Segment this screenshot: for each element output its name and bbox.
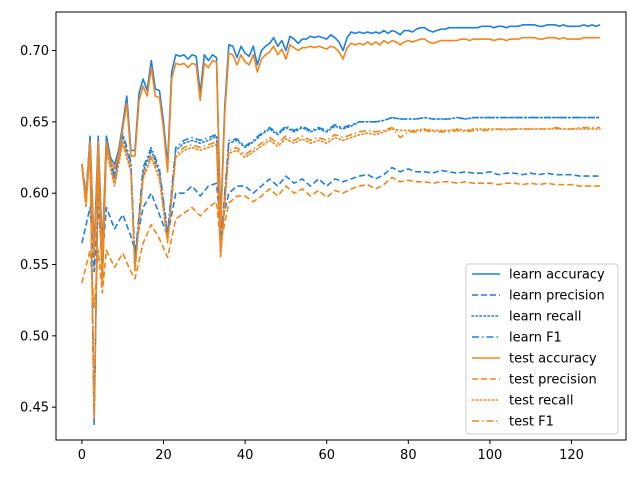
series-line-test-precision bbox=[81, 176, 601, 309]
x-axis: 0 20 40 60 80 100 120 bbox=[78, 440, 584, 463]
x-tick-label: 100 bbox=[478, 448, 503, 463]
x-tick-label: 60 bbox=[318, 448, 335, 463]
y-tick-label: 0.45 bbox=[20, 401, 49, 416]
plot-area bbox=[81, 24, 601, 426]
series-layer bbox=[81, 24, 601, 426]
series-line-test-recall bbox=[81, 128, 601, 416]
legend-label-test-f1: test F1 bbox=[509, 415, 554, 430]
x-tick-label: 20 bbox=[155, 448, 172, 463]
series-line-learn-f1 bbox=[81, 116, 601, 426]
legend-label-learn-accuracy: learn accuracy bbox=[509, 268, 605, 283]
y-tick-label: 0.50 bbox=[20, 329, 49, 344]
series-line-test-f1 bbox=[81, 126, 601, 420]
legend-label-test-accuracy: test accuracy bbox=[509, 352, 597, 367]
y-tick-label: 0.55 bbox=[20, 258, 49, 273]
legend-label-test-recall: test recall bbox=[509, 394, 574, 409]
legend-label-learn-precision: learn precision bbox=[509, 289, 605, 304]
y-tick-label: 0.65 bbox=[20, 115, 49, 130]
x-tick-label: 120 bbox=[559, 448, 584, 463]
series-line-learn-precision bbox=[81, 166, 601, 273]
legend-label-test-precision: test precision bbox=[509, 373, 597, 388]
x-tick-label: 80 bbox=[400, 448, 417, 463]
legend: learn accuracy learn precision learn recal… bbox=[465, 263, 619, 435]
x-tick-label: 40 bbox=[237, 448, 254, 463]
legend-label-learn-f1: learn F1 bbox=[509, 331, 562, 346]
axes-frame bbox=[55, 11, 627, 441]
y-axis: 0.45 0.50 0.55 0.60 0.65 0.70 bbox=[20, 44, 56, 416]
y-tick-label: 0.70 bbox=[20, 44, 49, 59]
legend-frame bbox=[465, 263, 619, 435]
x-tick-label: 0 bbox=[78, 448, 86, 463]
series-line-test-accuracy bbox=[81, 36, 601, 259]
legend-label-learn-recall: learn recall bbox=[509, 310, 581, 325]
y-tick-label: 0.60 bbox=[20, 187, 49, 202]
